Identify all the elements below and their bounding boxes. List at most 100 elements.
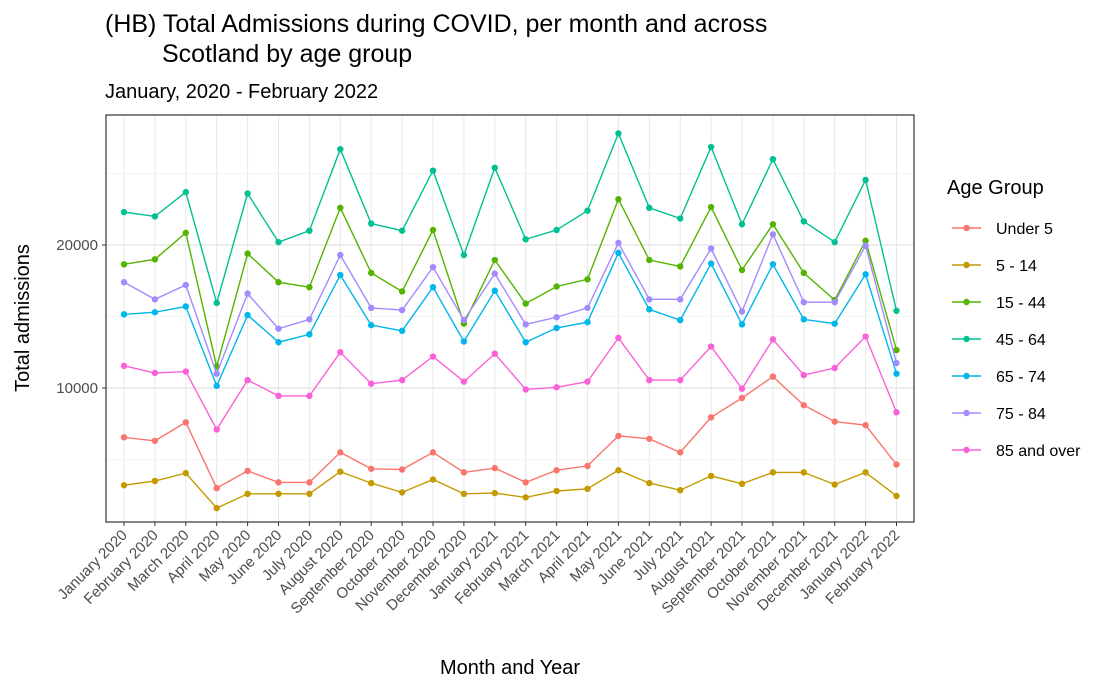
data-point <box>615 334 622 342</box>
data-point <box>615 130 622 137</box>
legend-items: Under 5 5 - 14 15 - 44 45 - 64 65 - 74 75 - 8… <box>952 221 1081 460</box>
data-point <box>553 314 560 321</box>
data-point <box>800 401 807 409</box>
legend-item: 5 - 14 <box>952 258 1037 275</box>
data-point <box>769 261 777 268</box>
series-line <box>123 232 898 376</box>
data-point <box>491 489 498 497</box>
series-line <box>123 335 898 431</box>
data-point <box>491 350 498 357</box>
data-point <box>615 467 622 474</box>
data-point <box>306 331 313 338</box>
data-point <box>491 164 498 171</box>
data-point <box>769 373 777 380</box>
data-point <box>151 309 159 316</box>
data-point <box>244 250 251 257</box>
data-point <box>893 359 900 367</box>
data-point <box>429 263 437 271</box>
data-point <box>429 226 437 234</box>
data-point <box>151 369 159 377</box>
legend-label: 75 - 84 <box>996 406 1046 423</box>
data-point <box>522 339 529 346</box>
data-point <box>707 143 715 151</box>
data-point <box>831 238 838 246</box>
data-point <box>182 469 189 477</box>
data-point <box>182 281 189 289</box>
data-point <box>429 283 437 291</box>
data-point <box>151 437 159 445</box>
data-point <box>491 256 498 264</box>
data-point <box>460 338 468 345</box>
data-point <box>368 465 375 472</box>
legend-item: 75 - 84 <box>952 406 1046 423</box>
data-point <box>677 487 684 494</box>
data-point <box>862 421 869 429</box>
data-point <box>368 220 375 227</box>
data-point <box>275 490 282 498</box>
data-point <box>707 472 715 480</box>
data-point <box>831 364 838 372</box>
series-line <box>123 469 897 509</box>
data-point <box>460 469 468 476</box>
data-point <box>553 324 560 332</box>
x-axis-title: Month and Year <box>440 657 580 679</box>
data-point <box>182 303 189 310</box>
data-point <box>151 296 159 303</box>
data-point <box>244 490 251 498</box>
title-line-1: (HB) Total Admissions during COVID, per … <box>105 10 767 38</box>
data-point <box>769 469 777 476</box>
series-layer <box>120 130 900 512</box>
data-point <box>677 316 684 324</box>
data-point <box>275 238 282 246</box>
data-point <box>831 418 838 425</box>
data-point <box>738 221 746 228</box>
series-4 <box>120 249 900 390</box>
data-point <box>862 469 869 476</box>
data-point <box>522 300 529 307</box>
data-point <box>368 479 375 487</box>
legend-item: 15 - 44 <box>952 295 1046 312</box>
data-point <box>522 236 529 243</box>
data-point <box>491 270 498 277</box>
legend-key-point <box>963 298 970 306</box>
data-point <box>800 299 807 306</box>
data-point <box>275 479 282 486</box>
data-point <box>337 271 344 279</box>
data-point <box>646 479 653 487</box>
data-point <box>398 466 406 473</box>
data-point <box>738 266 746 274</box>
data-point <box>460 251 468 259</box>
data-point <box>182 229 189 237</box>
data-point <box>244 467 251 475</box>
legend-key-point <box>963 224 970 232</box>
data-point <box>584 485 591 493</box>
data-point <box>368 304 375 312</box>
data-point <box>429 167 437 174</box>
data-point <box>584 304 591 312</box>
data-point <box>491 287 498 294</box>
data-point <box>460 490 468 498</box>
legend-item: 45 - 64 <box>952 332 1046 349</box>
data-point <box>398 227 406 234</box>
data-point <box>646 296 653 303</box>
data-point <box>800 371 807 379</box>
data-point <box>522 386 529 393</box>
data-point <box>306 479 313 486</box>
data-point <box>769 336 777 343</box>
data-point <box>677 296 684 303</box>
data-point <box>337 468 344 475</box>
data-point <box>398 306 406 314</box>
series-2 <box>120 196 900 370</box>
legend-key-point <box>963 261 970 269</box>
data-point <box>275 392 282 400</box>
data-point <box>615 239 622 247</box>
chart-subtitle: January, 2020 - February 2022 <box>105 81 378 103</box>
data-point <box>120 208 128 216</box>
data-point <box>553 226 560 234</box>
data-point <box>275 325 282 332</box>
y-axis-title: Total admissions <box>12 244 34 392</box>
data-point <box>862 237 869 244</box>
plot-panel <box>106 115 914 522</box>
plot-border <box>105 114 915 523</box>
